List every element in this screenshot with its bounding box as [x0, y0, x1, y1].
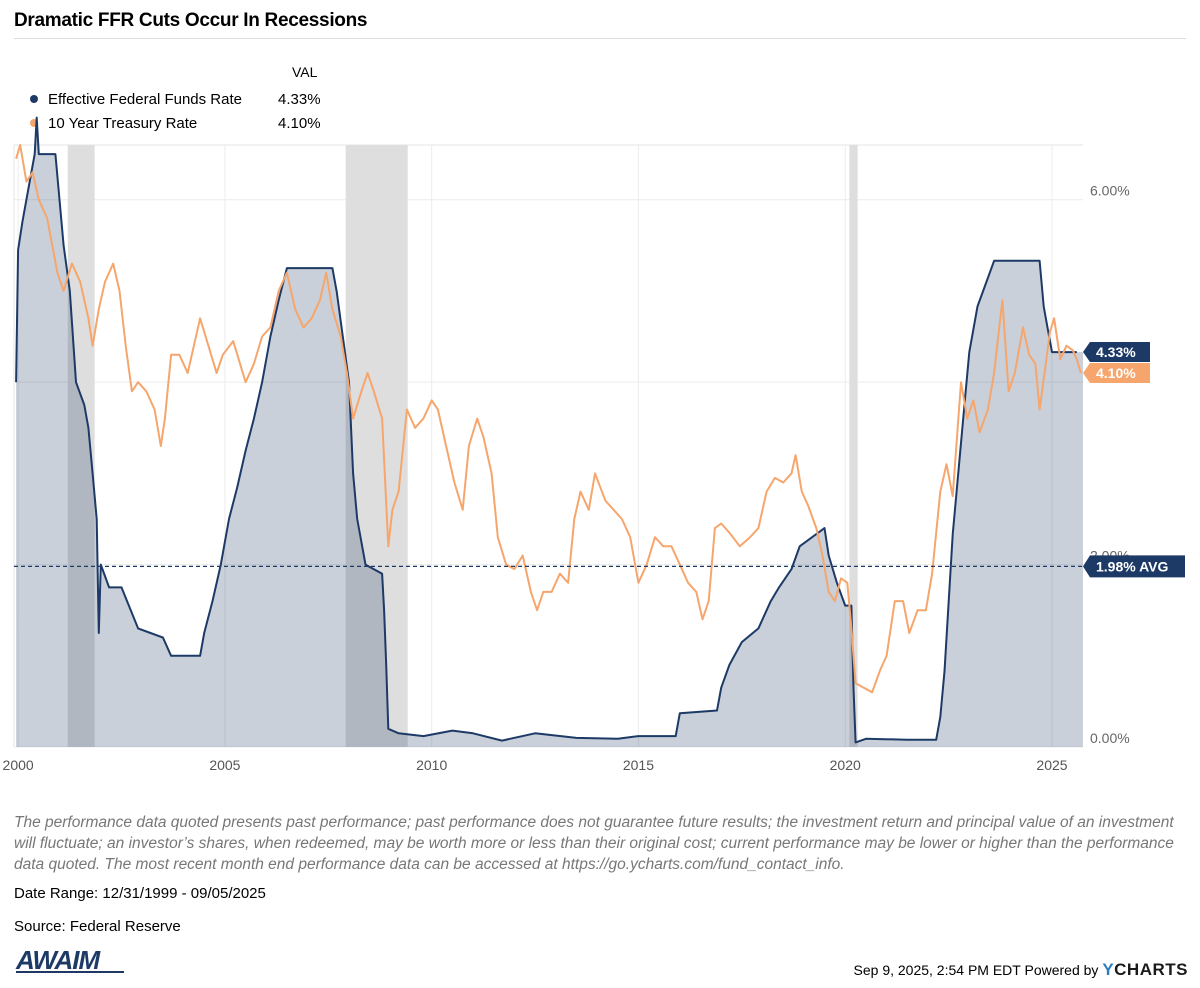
- x-tick-label: 2015: [623, 757, 654, 773]
- legend-item-ffr[interactable]: Effective Federal Funds Rate 4.33%: [30, 91, 321, 108]
- ffr-area-tail: [1076, 352, 1083, 747]
- treasury-series-line: [15, 144, 1082, 694]
- source-note: Source: Federal Reserve: [14, 918, 181, 935]
- x-tick-label: 2005: [209, 757, 240, 773]
- legend-dot-icon: [30, 95, 38, 104]
- chart-plot[interactable]: 0.00%2.00%4.00%6.00%20002005201020152020…: [0, 0, 1200, 790]
- x-tick-label: 2025: [1036, 757, 1067, 773]
- treasury-end-tag: 4.10%: [1083, 363, 1150, 384]
- avg-tag: 1.98% AVG: [1083, 555, 1185, 578]
- performance-disclaimer: The performance data quoted presents pas…: [14, 814, 1174, 873]
- svg-text:AWAIM: AWAIM: [15, 945, 101, 974]
- x-tick-label: 2010: [416, 757, 447, 773]
- treasury-end-tag-bg: [1083, 363, 1150, 384]
- ffr-series-line: [15, 116, 1077, 744]
- legend-value-header: VAL: [292, 64, 318, 80]
- footer-powered-by: Powered by: [1024, 962, 1099, 978]
- treasury-end-tag-text: 4.10%: [1096, 365, 1136, 381]
- logo-icon: AWAIM: [15, 945, 124, 975]
- legend-label: Effective Federal Funds Rate: [48, 91, 242, 108]
- y-tick-label: 6.00%: [1090, 183, 1130, 199]
- legend-item-10y[interactable]: 10 Year Treasury Rate 4.10%: [30, 115, 321, 132]
- x-tick-label: 2020: [830, 757, 861, 773]
- chart-title: Dramatic FFR Cuts Occur In Recessions: [14, 10, 368, 31]
- legend-value: 4.10%: [278, 115, 321, 132]
- ffr-end-tag: 4.33%: [1083, 342, 1150, 363]
- recession-band: [345, 145, 408, 747]
- date-range: Date Range: 12/31/1999 - 09/05/2025: [14, 885, 266, 902]
- legend-dot-icon: [30, 119, 38, 128]
- footer-credit: Sep 9, 2025, 2:54 PM EDT Powered by YCHA…: [854, 960, 1188, 980]
- footer-timestamp: Sep 9, 2025, 2:54 PM EDT: [853, 962, 1021, 978]
- ycharts-logo[interactable]: YCHARTS: [1102, 960, 1188, 979]
- avg-tag-text: 1.98% AVG: [1096, 558, 1168, 574]
- y-tick-label: 0.00%: [1090, 730, 1130, 746]
- legend-value: 4.33%: [278, 91, 321, 108]
- legend-label: 10 Year Treasury Rate: [48, 115, 198, 132]
- avg-tag-bg: [1083, 555, 1185, 578]
- title-divider: [14, 38, 1186, 39]
- x-tick-label: 2000: [3, 757, 34, 773]
- ffr-area: [16, 117, 1077, 748]
- recession-band: [849, 145, 858, 747]
- ffr-end-tag-bg: [1083, 342, 1150, 363]
- awaim-logo: AWAIM: [14, 944, 134, 979]
- ffr-end-tag-text: 4.33%: [1096, 344, 1136, 360]
